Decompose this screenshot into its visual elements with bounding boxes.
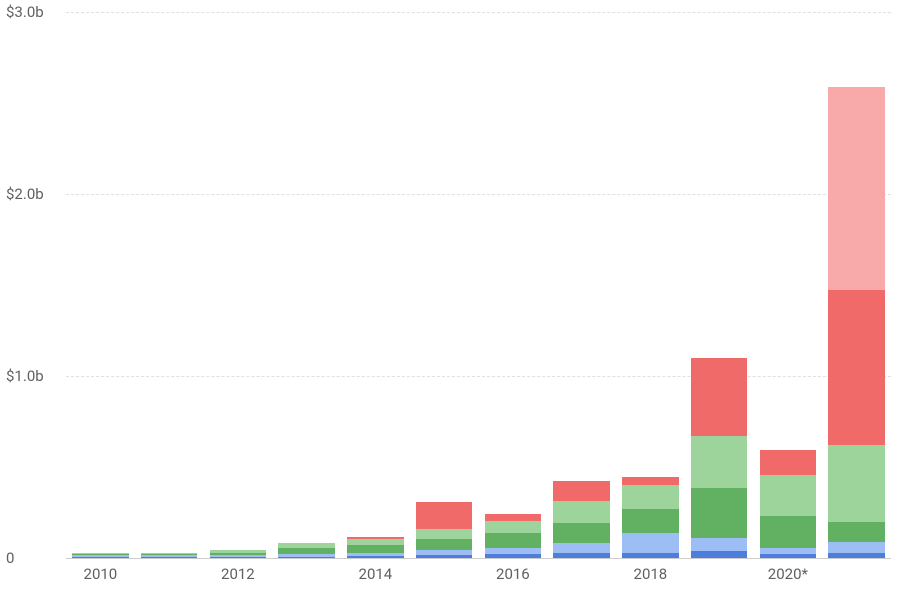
segment-s1 — [416, 555, 472, 558]
segment-s2 — [210, 555, 266, 557]
segment-s5 — [416, 502, 472, 529]
segment-s2 — [416, 550, 472, 555]
segment-s1 — [72, 557, 128, 558]
segment-s5 — [691, 358, 747, 436]
segment-s1 — [553, 553, 609, 558]
segment-s3 — [553, 523, 609, 543]
baseline — [66, 558, 891, 559]
bar-2018 — [622, 477, 678, 558]
segment-s4 — [760, 475, 816, 516]
segment-s2 — [828, 542, 884, 553]
segment-s1 — [141, 557, 197, 558]
bar-2013 — [278, 543, 334, 558]
segment-s4 — [553, 501, 609, 523]
bar-2020* — [760, 450, 816, 558]
segment-s5 — [553, 481, 609, 501]
segment-s4 — [72, 553, 128, 554]
gridline — [66, 376, 891, 377]
segment-s3 — [141, 554, 197, 555]
x-tick-label: 2010 — [84, 565, 118, 583]
bar-2011 — [141, 553, 197, 558]
segment-s2 — [760, 548, 816, 554]
segment-s1 — [691, 551, 747, 558]
y-tick-label: $3.0b — [0, 3, 66, 21]
bar-2021 — [828, 87, 884, 558]
y-tick-label: $1.0b — [0, 367, 66, 385]
segment-s4 — [485, 521, 541, 534]
segment-s5 — [760, 450, 816, 475]
segment-s4 — [278, 543, 334, 548]
y-tick-label: 0 — [0, 549, 66, 567]
bar-2015 — [416, 502, 472, 558]
x-tick-label: 2012 — [221, 565, 255, 583]
segment-s1 — [210, 557, 266, 558]
x-tick-label: 2020* — [768, 565, 808, 583]
bar-2012 — [210, 550, 266, 558]
y-tick-label: $2.0b — [0, 185, 66, 203]
segment-s3 — [416, 539, 472, 550]
segment-s1 — [278, 557, 334, 558]
segment-s3 — [72, 554, 128, 555]
segment-s4 — [141, 553, 197, 554]
segment-s5 — [828, 290, 884, 445]
segment-s5 — [485, 514, 541, 520]
stacked-bar-chart: 0 $1.0b $2.0b $3.0b 2010 2012 2014 2016 2018 202… — [0, 0, 901, 603]
x-tick-label: 2016 — [496, 565, 530, 583]
bar-2010 — [72, 553, 128, 558]
segment-s4 — [691, 436, 747, 488]
bar-2016 — [485, 514, 541, 558]
gridline — [66, 194, 891, 195]
gridline — [66, 12, 891, 13]
segment-s2 — [347, 553, 403, 557]
segment-s1 — [485, 554, 541, 558]
segment-s4 — [622, 485, 678, 509]
segment-s2 — [485, 548, 541, 554]
segment-s3 — [828, 522, 884, 542]
segment-s2 — [691, 538, 747, 551]
segment-s3 — [485, 533, 541, 548]
segment-s3 — [760, 516, 816, 548]
segment-s1 — [760, 554, 816, 558]
segment-s4 — [416, 529, 472, 539]
segment-s6 — [828, 87, 884, 291]
x-tick-label: 2018 — [634, 565, 668, 583]
segment-s4 — [210, 550, 266, 553]
segment-s2 — [553, 543, 609, 554]
segment-s4 — [828, 445, 884, 521]
segment-s3 — [347, 545, 403, 552]
segment-s3 — [622, 509, 678, 533]
segment-s4 — [347, 539, 403, 545]
segment-s3 — [691, 488, 747, 538]
bar-2014 — [347, 537, 403, 558]
segment-s2 — [278, 554, 334, 557]
bar-2017 — [553, 481, 609, 558]
segment-s5 — [622, 477, 678, 485]
segment-s1 — [622, 553, 678, 558]
segment-s3 — [278, 548, 334, 554]
segment-s2 — [141, 555, 197, 557]
segment-s2 — [622, 533, 678, 553]
bar-2019 — [691, 358, 747, 558]
segment-s1 — [828, 553, 884, 558]
segment-s3 — [210, 553, 266, 556]
segment-s1 — [347, 556, 403, 558]
segment-s5 — [347, 537, 403, 539]
segment-s2 — [72, 555, 128, 557]
plot-area — [66, 12, 891, 558]
x-tick-label: 2014 — [359, 565, 393, 583]
